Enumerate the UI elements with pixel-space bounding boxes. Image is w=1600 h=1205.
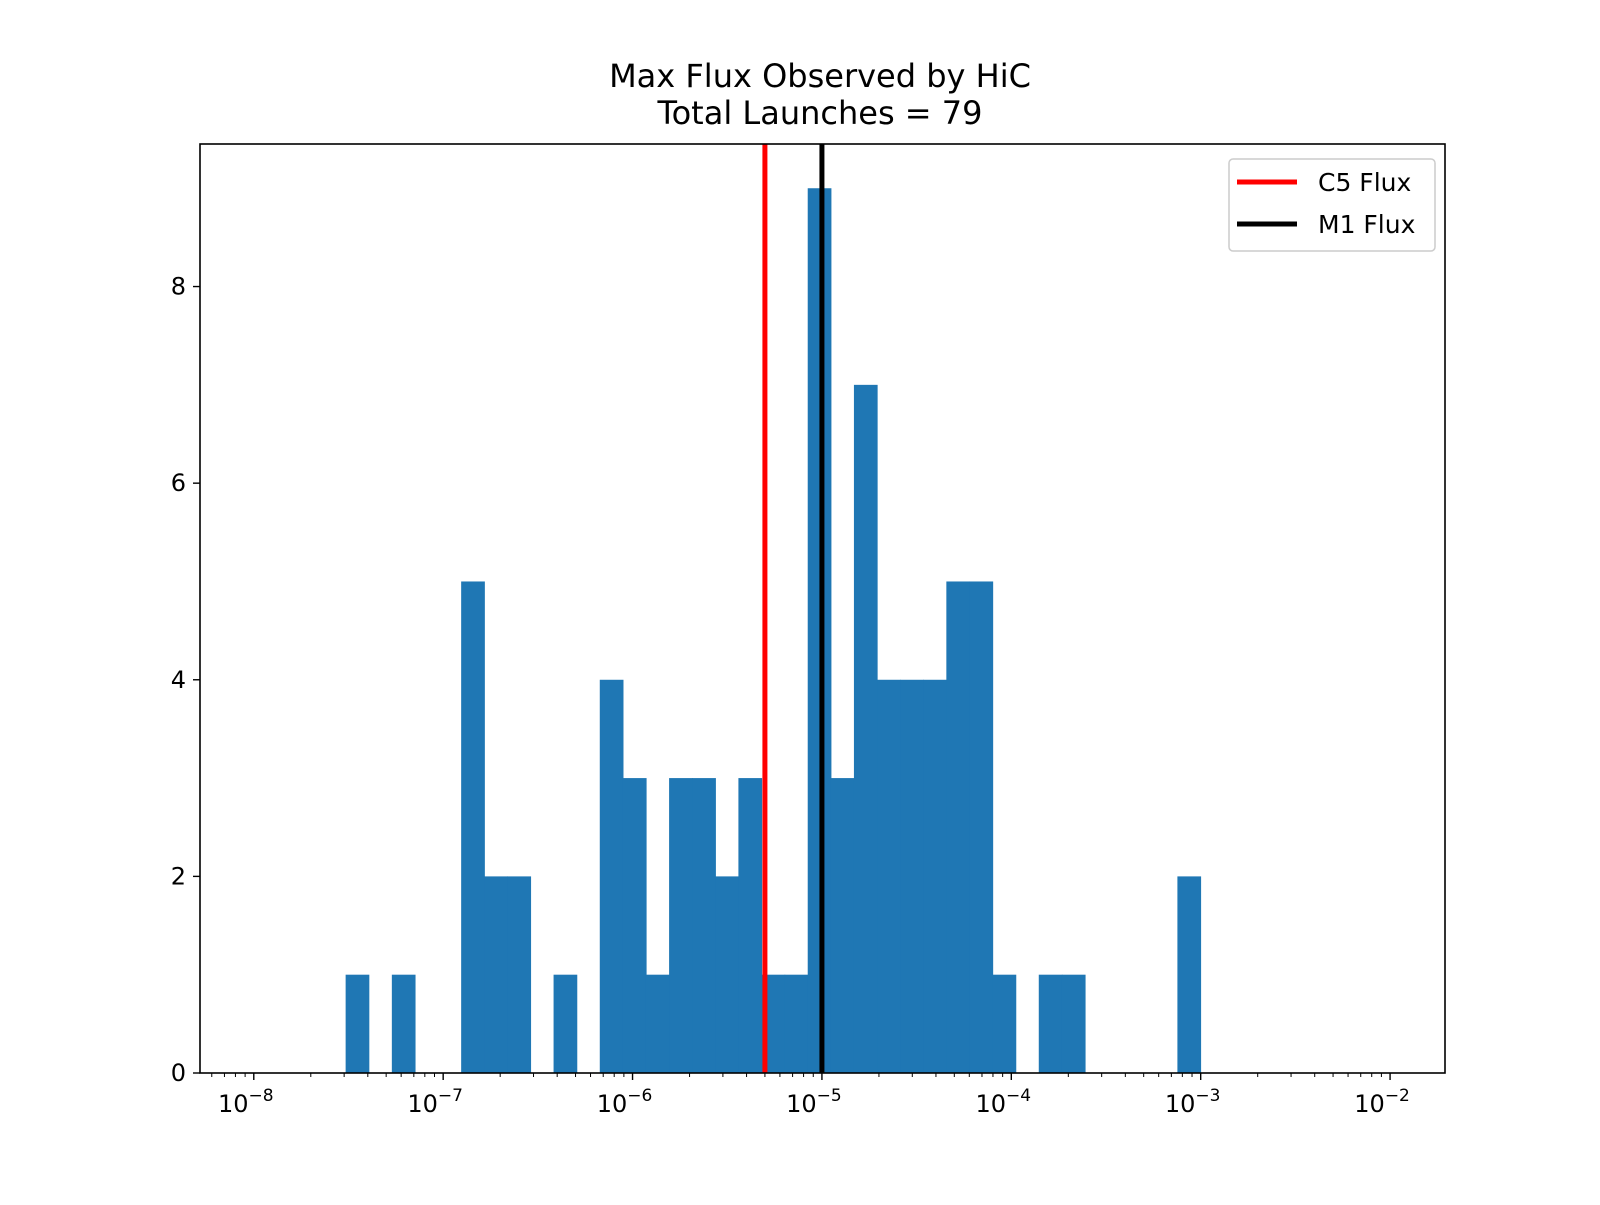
histogram-bar: [484, 876, 508, 1073]
histogram-bar: [877, 679, 901, 1073]
histogram-bar: [692, 778, 716, 1073]
histogram-bar: [853, 384, 878, 1074]
x-tick-label: 10−4: [976, 1086, 1032, 1118]
y-tick-label: 0: [171, 1059, 186, 1087]
histogram-bar: [622, 778, 647, 1073]
histogram-bar: [1061, 974, 1086, 1073]
legend-label: M1 Flux: [1318, 210, 1415, 239]
histogram-bar: [992, 974, 1017, 1073]
histogram-bar: [391, 974, 416, 1073]
x-tick-label: 10−5: [786, 1086, 842, 1118]
reference-lines: [762, 144, 825, 1073]
legend-label: C5 Flux: [1318, 168, 1411, 197]
y-tick-label: 4: [171, 666, 186, 694]
histogram-bar: [645, 974, 670, 1073]
x-tick-label: 10−3: [1165, 1086, 1221, 1118]
histogram-bar: [969, 581, 994, 1073]
histogram-bar: [553, 974, 578, 1073]
histogram-bar: [345, 974, 370, 1073]
histogram-bar: [946, 581, 971, 1073]
axis-ticks: 10−8 10−7 10−6 10−5 10−4 10−3 10−2 0 2 4 6 8: [171, 273, 1410, 1118]
histogram-bars: [345, 188, 1202, 1074]
histogram-bar: [715, 876, 740, 1073]
x-tick-label: 10−8: [218, 1086, 274, 1118]
histogram-bar: [900, 679, 924, 1073]
histogram-bar: [507, 876, 532, 1073]
histogram-bar: [738, 778, 763, 1073]
y-tick-label: 2: [171, 862, 186, 890]
histogram-bar: [669, 778, 693, 1073]
histogram-bar: [599, 679, 624, 1073]
histogram-bar: [461, 581, 485, 1073]
y-tick-label: 8: [171, 273, 186, 301]
plot-frame: [199, 143, 1446, 1074]
legend: C5 Flux M1 Flux: [1228, 158, 1436, 252]
x-tick-label: 10−6: [597, 1086, 653, 1118]
histogram-bar: [784, 974, 809, 1073]
histogram-bar: [923, 679, 947, 1073]
histogram-bar: [830, 778, 855, 1073]
histogram-bar: [1038, 974, 1063, 1073]
x-tick-label: 10−7: [407, 1086, 463, 1118]
histogram-bar: [761, 974, 786, 1073]
chart-subtitle: Total Launches = 79: [656, 94, 982, 132]
x-tick-label: 10−2: [1354, 1086, 1410, 1118]
histogram-bar: [1177, 876, 1202, 1073]
y-tick-label: 6: [171, 469, 186, 497]
chart-title: Max Flux Observed by HiC: [609, 57, 1031, 95]
